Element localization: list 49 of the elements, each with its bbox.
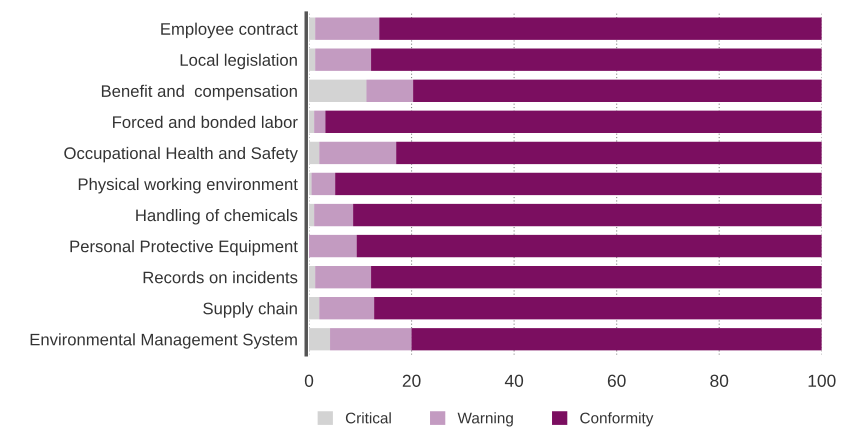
bar — [371, 48, 822, 71]
y-tick-label: Supply chain — [203, 302, 297, 318]
y-tick-label: Local legislation — [180, 54, 297, 70]
bar — [330, 328, 412, 350]
bar — [314, 110, 326, 134]
bar — [309, 328, 330, 350]
bar — [309, 234, 357, 258]
bar — [319, 142, 396, 164]
y-tick-label: Forced and bonded labor — [113, 116, 298, 128]
y-tick-label: Environmental Management System — [30, 333, 297, 349]
bar — [356, 234, 822, 258]
bar — [309, 48, 316, 71]
y-tick-label: Personal Protective Equipment — [70, 240, 298, 256]
bar — [312, 172, 336, 196]
x-tick-label: 60 — [608, 374, 626, 387]
x-tick-label: 80 — [710, 374, 728, 387]
bar — [309, 297, 320, 320]
bar — [315, 17, 380, 40]
bar — [315, 48, 372, 71]
bar — [315, 266, 372, 288]
bar — [319, 297, 374, 320]
x-tick-label: 20 — [402, 374, 421, 387]
y-tick-label: Benefit and compensation — [102, 84, 297, 100]
y-tick-label: Handling of chemicals — [136, 208, 298, 225]
bar — [371, 266, 822, 288]
bar — [325, 110, 822, 134]
bar — [396, 142, 822, 164]
bar — [413, 80, 822, 102]
bar — [309, 80, 366, 102]
y-tick-label: Records on incidents — [144, 271, 298, 284]
x-tick-label: 40 — [504, 374, 524, 387]
bar — [379, 17, 822, 40]
bar — [309, 266, 316, 288]
legend-label: Critical — [346, 412, 391, 424]
bar — [309, 17, 316, 40]
bar — [314, 204, 354, 226]
bar — [412, 328, 822, 350]
bar — [335, 172, 822, 196]
bar — [374, 297, 822, 320]
x-tick-label: 0 — [304, 374, 314, 387]
legend-label: Conformity — [580, 412, 654, 426]
x-tick-label: 100 — [808, 374, 836, 387]
bar — [309, 142, 320, 164]
bar — [353, 204, 822, 226]
legend-label: Warning — [458, 412, 513, 426]
y-tick-label: Physical working environment — [78, 178, 298, 194]
y-tick-label: Occupational Health and Safety — [64, 146, 298, 162]
bar — [366, 80, 414, 102]
y-tick-label: Employee contract — [161, 22, 298, 38]
